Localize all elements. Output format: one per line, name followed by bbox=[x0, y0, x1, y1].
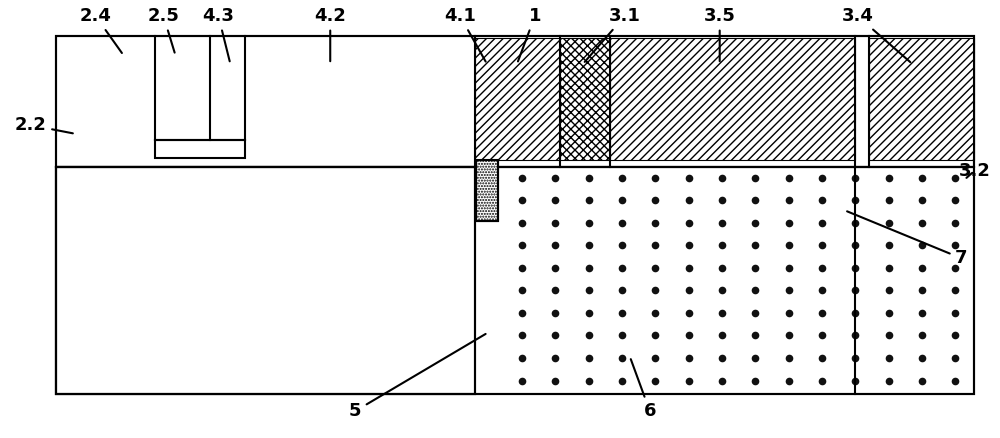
Text: 5: 5 bbox=[349, 334, 486, 420]
Text: 3.1: 3.1 bbox=[585, 7, 641, 62]
Bar bbox=[56, 35, 974, 166]
Bar bbox=[56, 166, 475, 394]
Bar bbox=[869, 38, 974, 160]
Text: 4.1: 4.1 bbox=[444, 7, 486, 62]
Text: 4.3: 4.3 bbox=[202, 7, 234, 61]
Bar bbox=[155, 141, 245, 158]
Bar bbox=[476, 160, 498, 221]
Text: 6: 6 bbox=[631, 359, 656, 420]
Text: 2.4: 2.4 bbox=[80, 7, 122, 53]
Text: 3.5: 3.5 bbox=[704, 7, 736, 61]
Text: 2.5: 2.5 bbox=[148, 7, 179, 53]
Text: 7: 7 bbox=[847, 211, 968, 267]
Bar bbox=[560, 38, 610, 160]
Bar bbox=[56, 166, 974, 394]
Bar bbox=[56, 166, 974, 394]
Text: 2.2: 2.2 bbox=[15, 116, 73, 134]
Bar bbox=[610, 38, 855, 160]
Text: 1: 1 bbox=[518, 7, 541, 61]
Text: 4.2: 4.2 bbox=[314, 7, 346, 61]
Bar bbox=[56, 35, 974, 166]
Text: 3.2: 3.2 bbox=[958, 162, 990, 180]
Bar bbox=[56, 166, 475, 394]
Bar bbox=[476, 160, 498, 221]
Text: 3.4: 3.4 bbox=[842, 7, 910, 62]
Bar bbox=[475, 38, 560, 160]
